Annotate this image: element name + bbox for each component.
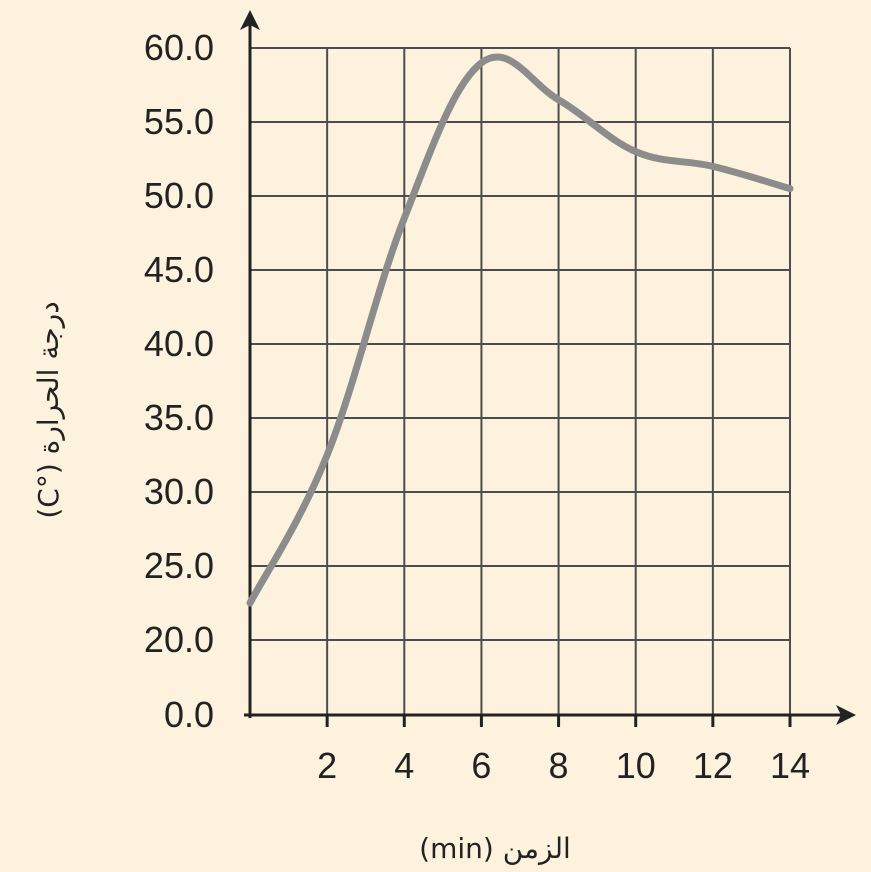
y-tick-label: 20.0	[144, 619, 214, 660]
axes	[240, 10, 856, 727]
series-layer	[246, 53, 794, 607]
y-tick-label: 50.0	[144, 175, 214, 216]
y-axis-title: درجة الحرارة (°C)	[32, 301, 65, 518]
x-axis-arrow-icon	[836, 705, 856, 725]
series-line	[246, 53, 794, 607]
y-tick-label: 40.0	[144, 323, 214, 364]
y-tick-label: 60.0	[144, 27, 214, 68]
y-axis-arrow-icon	[240, 10, 260, 30]
y-tick-label: 0.0	[164, 694, 214, 735]
y-tick-labels: 0.0 20.0 25.0 30.0 35.0 40.0 45.0 50.0 55.0 60.0	[144, 27, 214, 735]
y-tick-label: 35.0	[144, 397, 214, 438]
x-tick-label: 8	[549, 745, 569, 786]
x-tick-label: 6	[471, 745, 491, 786]
y-tick-label: 55.0	[144, 101, 214, 142]
x-tick-label: 10	[616, 745, 656, 786]
y-tick-label: 45.0	[144, 249, 214, 290]
y-tick-label: 30.0	[144, 471, 214, 512]
x-tick-label: 14	[770, 745, 810, 786]
x-tick-label: 4	[394, 745, 414, 786]
x-tick-label: 12	[693, 745, 733, 786]
x-tick-label: 2	[317, 745, 337, 786]
y-tick-label: 25.0	[144, 545, 214, 586]
x-tick-labels: 2 4 6 8 10 12 14	[317, 745, 810, 786]
grid	[250, 47, 791, 715]
x-axis-title: الزمن (min)	[419, 832, 571, 865]
